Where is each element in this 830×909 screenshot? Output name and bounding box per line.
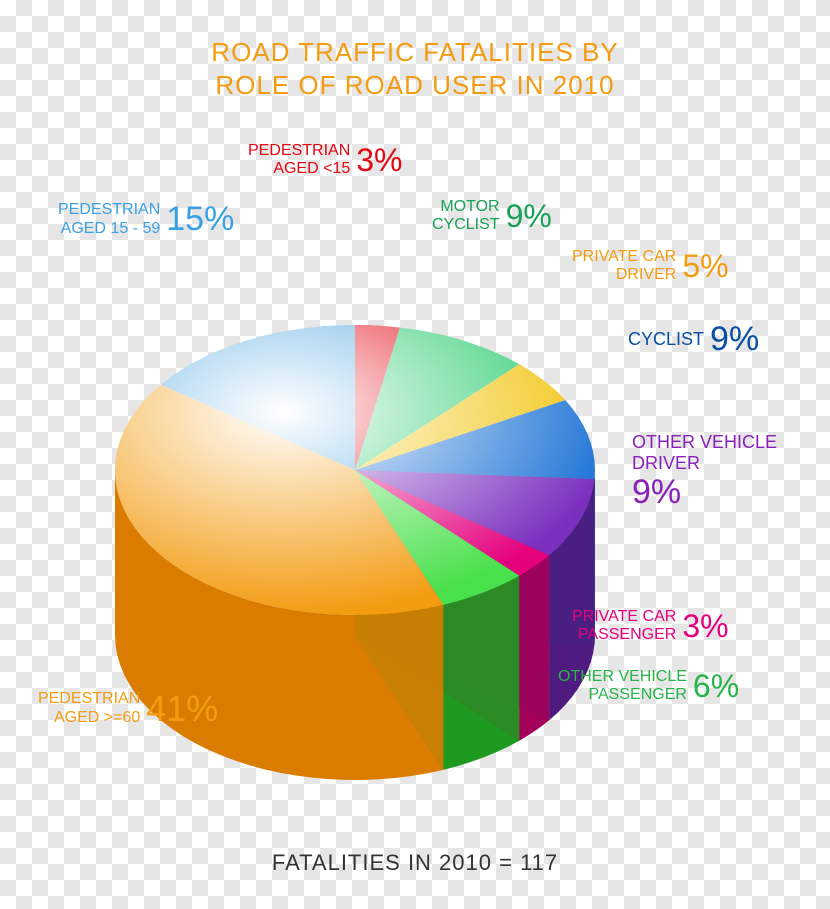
slice-label-name: PEDESTRIANAGED >=60 [38,690,140,727]
slice-label-ped_u15: PEDESTRIANAGED <153% [248,142,403,179]
slice-label-name: PEDESTRIANAGED <15 [248,142,350,179]
slice-label-pct: 3% [356,142,402,179]
slice-label-name: MOTORCYCLIST [432,198,500,235]
slice-label-driver_pc: PRIVATE CARDRIVER5% [572,248,729,285]
slice-label-pct: 9% [632,473,777,512]
footer-text: FATALITIES IN 2010 = 117 [272,850,558,875]
slice-label-ped_60: PEDESTRIANAGED >=6041% [38,688,218,729]
slice-label-pct: 3% [682,608,728,645]
slice-label-pct: 9% [710,320,759,359]
slice-label-ped_1559: PEDESTRIANAGED 15 - 5915% [58,200,234,239]
slice-label-pct: 5% [682,248,728,285]
slice-label-name: CYCLIST [628,329,704,350]
slice-label-motor: MOTORCYCLIST9% [432,198,552,235]
slice-label-name: PRIVATE CARPASSENGER [572,608,676,645]
slice-label-name: PRIVATE CARDRIVER [572,248,676,285]
slice-label-pct: 15% [166,200,234,239]
slice-label-pct: 9% [506,198,552,235]
slice-label-pct: 6% [693,668,739,705]
slice-label-cyclist: CYCLIST 9% [628,320,759,359]
slice-label-name: OTHER VEHICLEPASSENGER [558,668,687,705]
slice-label-pct: 41% [146,688,218,729]
slice-label-pass_ov: OTHER VEHICLEPASSENGER6% [558,668,739,705]
slice-label-driver_ov: OTHER VEHICLEDRIVER9% [632,432,777,512]
slice-label-pass_pc: PRIVATE CARPASSENGER3% [572,608,729,645]
chart-footer: FATALITIES IN 2010 = 117 [0,850,830,876]
chart-stage: ROAD TRAFFIC FATALITIES BY ROLE OF ROAD … [0,0,830,909]
slice-label-name: OTHER VEHICLEDRIVER [632,432,777,473]
slice-label-name: PEDESTRIANAGED 15 - 59 [58,201,160,238]
